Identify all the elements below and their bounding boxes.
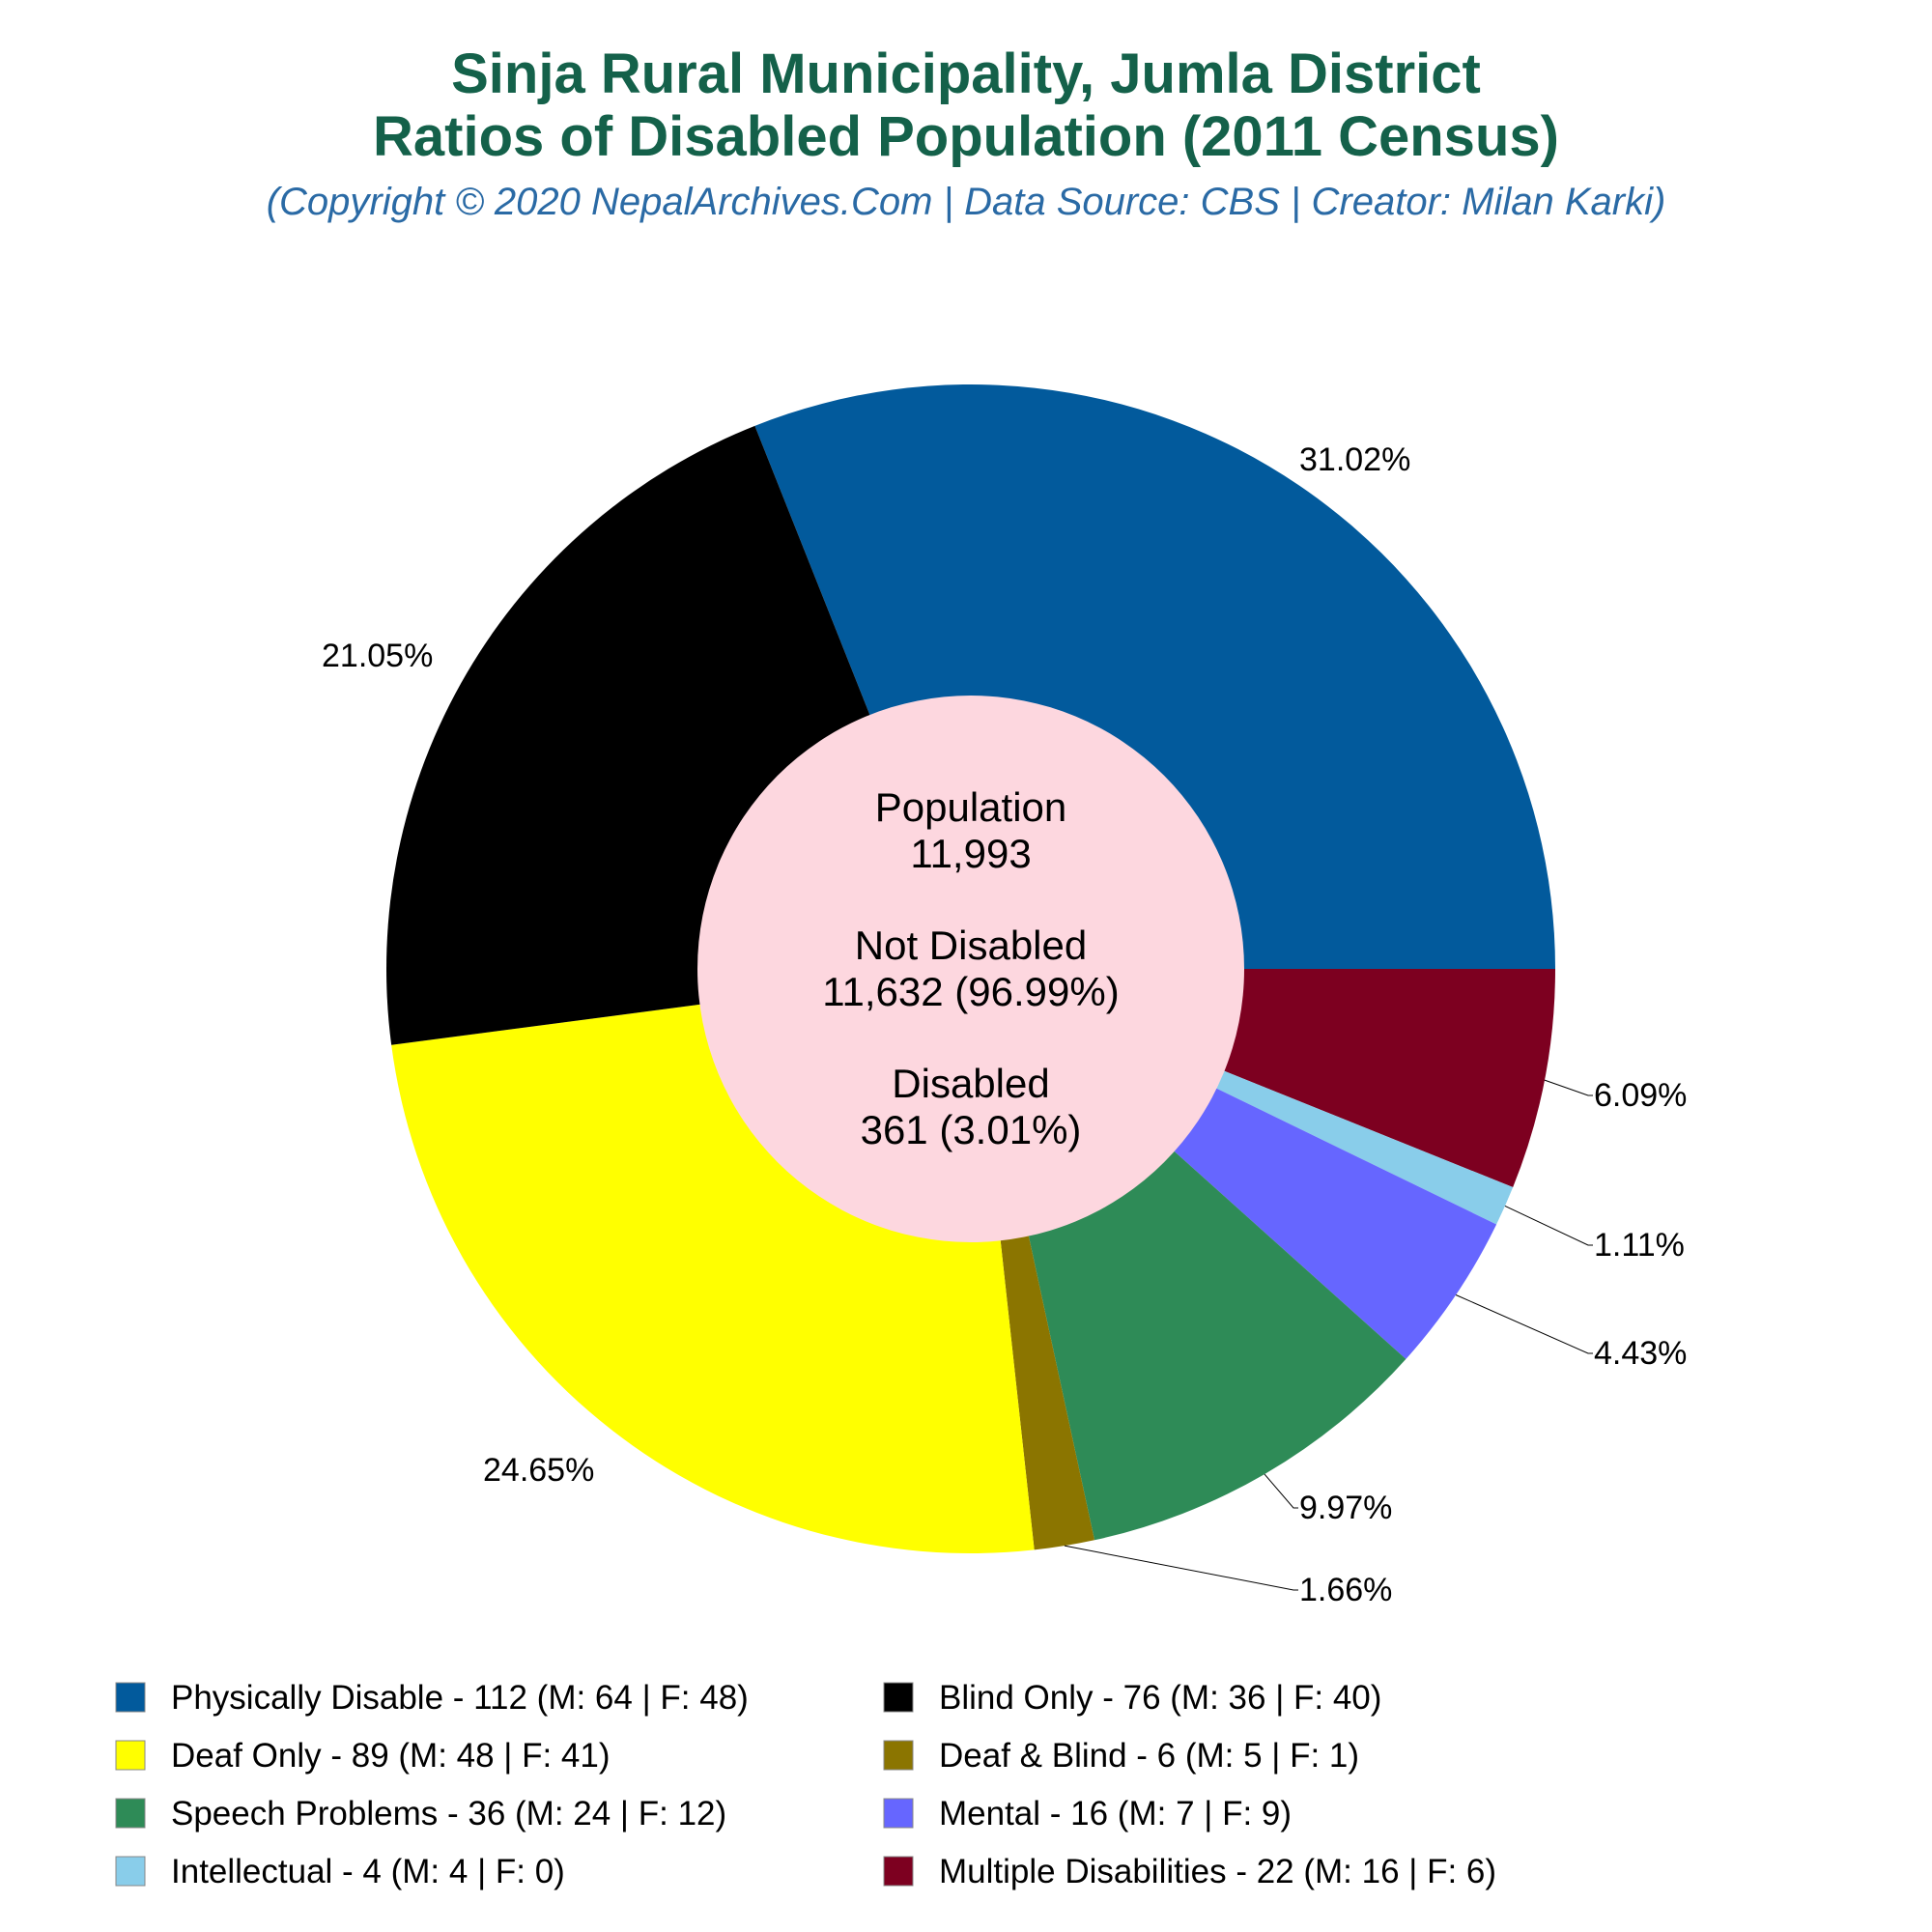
legend-label: Mental - 16 (M: 7 | F: 9) <box>939 1795 1292 1833</box>
legend-label: Physically Disable - 112 (M: 64 | F: 48) <box>171 1679 749 1717</box>
center-summary: Population 11,993 Not Disabled 11,632 (9… <box>822 784 1119 1152</box>
center-disabled-label: Disabled <box>892 1061 1049 1106</box>
legend-label: Speech Problems - 36 (M: 24 | F: 12) <box>171 1795 726 1833</box>
percent-label: 9.97% <box>1299 1490 1392 1526</box>
leader-line <box>1264 1473 1298 1509</box>
chart-title-line-1: Sinja Rural Municipality, Jumla District <box>451 43 1481 105</box>
percent-label: 1.11% <box>1594 1227 1685 1264</box>
percent-label: 31.02% <box>1299 441 1410 478</box>
center-disabled-value: 361 (3.01%) <box>861 1107 1082 1152</box>
legend-label: Deaf & Blind - 6 (M: 5 | F: 1) <box>939 1737 1359 1775</box>
legend-swatch <box>883 1740 914 1771</box>
legend-label: Multiple Disabilities - 22 (M: 16 | F: 6… <box>939 1853 1496 1890</box>
center-hole <box>697 696 1244 1242</box>
percent-label: 24.65% <box>483 1452 594 1489</box>
center-not-disabled-value: 11,632 (96.99%) <box>822 969 1119 1014</box>
percent-labels: 31.02% 6.09% 1.11% 4.43% 9.97% 1.66% 24.65% 21.… <box>322 441 1687 1608</box>
leader-lines <box>1064 1079 1593 1591</box>
legend-swatch <box>115 1740 146 1771</box>
legend-label: Intellectual - 4 (M: 4 | F: 0) <box>171 1853 565 1890</box>
leader-line <box>1455 1294 1593 1354</box>
legend: Physically Disable - 112 (M: 64 | F: 48)… <box>115 1679 1496 1890</box>
center-population-value: 11,993 <box>910 831 1031 876</box>
center-population-label: Population <box>875 784 1067 830</box>
leader-line <box>1544 1079 1593 1096</box>
percent-label: 6.09% <box>1594 1077 1687 1114</box>
percent-label: 21.05% <box>322 638 433 674</box>
leader-line <box>1504 1205 1593 1246</box>
legend-swatch <box>883 1798 914 1829</box>
center-not-disabled-label: Not Disabled <box>855 923 1087 968</box>
percent-label: 4.43% <box>1594 1335 1687 1372</box>
legend-label: Blind Only - 76 (M: 36 | F: 40) <box>939 1679 1381 1717</box>
legend-swatch <box>115 1798 146 1829</box>
legend-label: Deaf Only - 89 (M: 48 | F: 41) <box>171 1737 611 1775</box>
legend-swatch <box>883 1682 914 1713</box>
legend-swatch <box>115 1682 146 1713</box>
leader-line <box>1064 1545 1298 1591</box>
legend-swatch <box>883 1856 914 1887</box>
legend-swatch <box>115 1856 146 1887</box>
chart-subtitle: (Copyright © 2020 NepalArchives.Com | Da… <box>267 181 1666 223</box>
percent-label: 1.66% <box>1299 1572 1392 1608</box>
chart-title-line-2: Ratios of Disabled Population (2011 Cens… <box>373 105 1559 168</box>
